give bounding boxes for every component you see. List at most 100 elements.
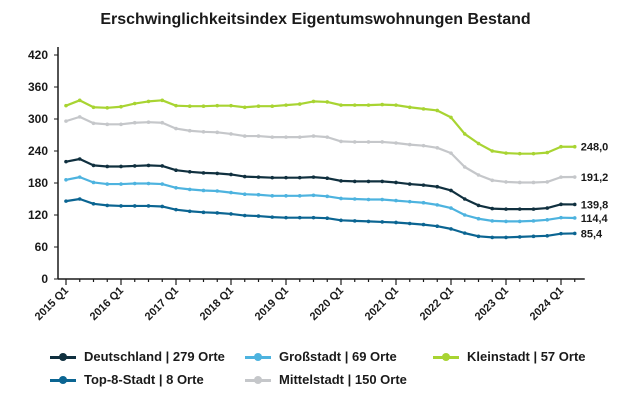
data-point [435, 184, 440, 189]
legend-marker [50, 375, 76, 385]
y-tick-label: 360 [28, 80, 48, 94]
data-point [504, 219, 508, 224]
data-point [64, 199, 68, 203]
data-point [394, 103, 398, 107]
data-point [311, 193, 316, 198]
data-point [160, 204, 165, 209]
data-point [352, 197, 357, 201]
data-point [229, 132, 233, 136]
data-point [490, 235, 495, 240]
data-point [545, 150, 550, 155]
series-0: 139,8 [64, 157, 608, 211]
data-point [91, 202, 96, 206]
data-point [311, 99, 316, 104]
x-tick-label: 2021 Q1 [363, 285, 401, 323]
data-point [559, 215, 563, 220]
data-point [339, 103, 343, 107]
data-point [91, 105, 96, 110]
data-point [380, 102, 385, 107]
end-value-label: 191,2 [581, 172, 609, 184]
x-tick-label: 2017 Q1 [143, 285, 181, 323]
data-point [531, 234, 536, 239]
data-point [146, 204, 151, 208]
data-point [517, 235, 522, 239]
data-point [242, 174, 247, 179]
legend-marker [245, 375, 271, 385]
data-point [380, 179, 385, 184]
data-point [229, 172, 233, 177]
data-point [146, 181, 151, 186]
legend-item-top8: Top-8-Stadt | 8 Orte [50, 372, 204, 387]
data-point [146, 163, 151, 168]
legend-marker [50, 352, 76, 362]
y-tick-label: 420 [28, 48, 48, 62]
data-point [242, 213, 247, 218]
data-point [476, 203, 481, 208]
data-point [435, 108, 440, 113]
data-point [64, 178, 68, 182]
data-point [476, 141, 481, 146]
data-point [105, 106, 110, 110]
data-point [297, 102, 302, 106]
data-point [559, 202, 563, 207]
data-point [119, 122, 123, 127]
data-point [256, 134, 261, 138]
data-point [256, 104, 261, 108]
series-line [65, 115, 575, 184]
end-value-label: 139,8 [581, 199, 609, 211]
data-point [284, 103, 288, 107]
data-point [407, 142, 412, 147]
data-point [449, 151, 453, 155]
data-point [215, 130, 220, 135]
series-line [65, 157, 575, 211]
data-point [187, 209, 192, 214]
series-1: 114,4 [64, 175, 609, 225]
data-point [572, 175, 577, 179]
series-line [65, 99, 575, 155]
data-point [187, 170, 192, 174]
y-tick-label: 180 [28, 176, 48, 190]
series-2: 248,0 [64, 98, 609, 156]
data-point [256, 214, 261, 218]
data-point [545, 206, 550, 210]
data-point [421, 143, 426, 148]
data-point [119, 182, 123, 186]
data-point [77, 115, 82, 119]
end-value-label: 248,0 [581, 142, 609, 154]
data-point [339, 196, 343, 201]
data-point [421, 107, 426, 111]
data-point [105, 122, 110, 127]
data-point [421, 200, 426, 205]
data-point [119, 104, 123, 109]
series-3: 85,4 [64, 197, 603, 240]
data-point [187, 187, 192, 192]
data-point [77, 197, 82, 201]
data-point [174, 207, 178, 212]
y-tick-label: 120 [28, 208, 48, 222]
data-point [380, 197, 385, 202]
data-point [531, 151, 536, 156]
data-point [504, 207, 508, 211]
data-point [462, 197, 467, 201]
x-tick-label: 2016 Q1 [88, 285, 126, 323]
y-tick-label: 240 [28, 144, 48, 158]
data-point [187, 128, 192, 133]
data-point [242, 105, 247, 110]
data-point [490, 206, 495, 211]
data-point [435, 203, 440, 207]
data-point [490, 219, 495, 223]
data-point [132, 101, 137, 106]
data-point [531, 180, 536, 185]
data-point [394, 220, 398, 225]
legend-label: Großstadt | 69 Orte [279, 349, 397, 364]
y-tick-label: 60 [35, 240, 49, 254]
data-point [160, 164, 165, 168]
data-point [146, 99, 151, 104]
legend-marker [245, 352, 271, 362]
data-point [215, 103, 220, 108]
data-point [380, 220, 385, 224]
data-point [476, 234, 481, 239]
data-point [407, 221, 412, 226]
